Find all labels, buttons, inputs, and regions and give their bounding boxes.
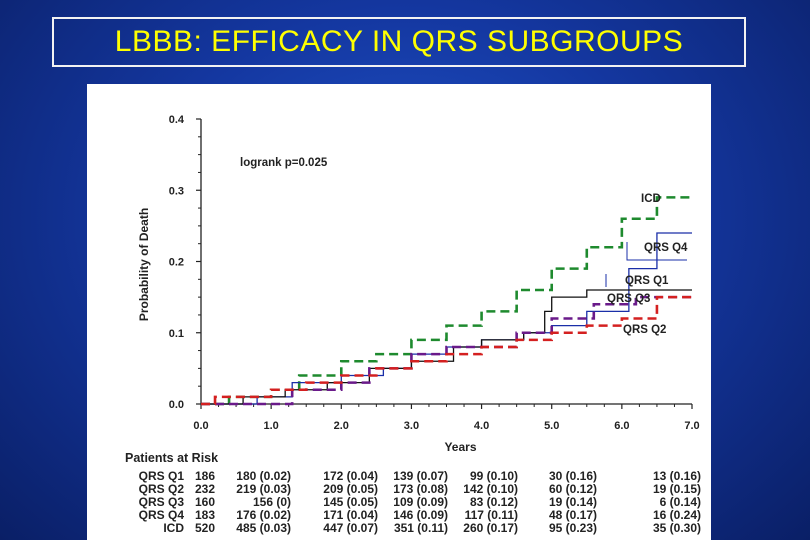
risk-row-name: QRS Q4 [138,508,184,522]
risk-cell: 16 (0.24) [652,508,701,522]
risk-cell: 19 (0.15) [652,482,701,496]
chart-panel: 0.0 0.1 0.2 0.3 0.4 0.0 1.0 2.0 3.0 4.0 5.0 6.0 7.0 Y… [87,84,711,540]
y-tick-label: 0.1 [169,328,184,340]
x-tick-label: 2.0 [334,420,349,432]
y-tick-label: 0.2 [169,257,184,269]
series-label-qrs-q1: QRS Q1 [625,275,669,287]
km-chart: 0.0 0.1 0.2 0.3 0.4 0.0 1.0 2.0 3.0 4.0 5.0 6.0 7.0 Y… [137,114,700,454]
series-line-qrs-q3 [201,295,692,406]
risk-cell: 186 [194,469,215,483]
risk-cell: 13 (0.16) [652,469,701,483]
risk-cell: 60 (0.12) [548,482,597,496]
risk-cell: 109 (0.09) [393,495,448,509]
risk-cell: 260 (0.17) [463,521,518,535]
x-tick-label: 5.0 [544,420,559,432]
series-label-qrs-q3: QRS Q3 [607,293,650,305]
risk-cell: 19 (0.14) [548,495,597,509]
risk-cell: 156 (0) [252,495,291,509]
risk-row-name: QRS Q2 [138,482,184,496]
x-tick-label: 6.0 [614,420,629,432]
risk-cell: 172 (0.04) [323,469,378,483]
risk-cell: 139 (0.07) [393,469,448,483]
risk-cell: 83 (0.12) [469,495,518,509]
risk-cell: 35 (0.30) [652,521,701,535]
risk-cell: 209 (0.05) [323,482,378,496]
risk-cell: 183 [194,508,215,522]
risk-cell: 145 (0.05) [323,495,378,509]
x-axis-label: Years [444,440,476,454]
y-tick-label: 0.4 [169,114,185,126]
risk-cell: 447 (0.07) [323,521,378,535]
risk-cell: 117 (0.11) [464,508,518,522]
risk-cell: 351 (0.11) [393,521,448,535]
risk-table-title: Patients at Risk [125,451,219,465]
risk-cell: 171 (0.04) [323,508,378,522]
risk-cell: 146 (0.09) [393,508,448,522]
risk-cell: 176 (0.02) [236,508,291,522]
series-label-qrs-q2: QRS Q2 [623,324,666,336]
series-label-qrs-q4: QRS Q4 [644,242,688,254]
risk-row-name: QRS Q1 [138,469,184,483]
y-tick-label: 0.0 [169,399,184,411]
risk-row-name: ICD [163,521,184,535]
risk-cell: 520 [194,521,215,535]
risk-cell: 180 (0.02) [236,469,291,483]
logrank-annotation: logrank p=0.025 [240,157,328,169]
risk-cell: 95 (0.23) [548,521,597,535]
y-axis-label: Probability of Death [137,208,151,321]
risk-cell: 142 (0.10) [463,482,518,496]
q4-leader-line [626,242,687,261]
risk-cell: 173 (0.08) [393,482,448,496]
slide-title: LBBB: EFFICACY IN QRS SUBGROUPS [114,25,684,58]
x-tick-label: 4.0 [474,420,489,432]
risk-cell: 99 (0.10) [469,469,518,483]
series-line-qrs-q2 [201,295,692,406]
slide-title-box: LBBB: EFFICACY IN QRS SUBGROUPS [52,17,746,67]
series-label-icd: ICD [641,193,661,205]
risk-cell: 30 (0.16) [548,469,597,483]
risk-cell: 6 (0.14) [659,495,701,509]
risk-table: Patients at Risk QRS Q1 186 180 (0.02) 172 … [87,84,711,540]
y-tick-label: 0.3 [169,185,184,197]
risk-cell: 219 (0.03) [236,482,291,496]
x-tick-label: 0.0 [193,420,208,432]
risk-cell: 232 [194,482,215,496]
risk-cell: 485 (0.03) [236,521,291,535]
risk-row-name: QRS Q3 [138,495,184,509]
x-tick-label: 7.0 [684,420,699,432]
risk-cell: 160 [194,495,215,509]
x-tick-label: 3.0 [404,420,419,432]
risk-cell: 48 (0.17) [548,508,597,522]
x-tick-label: 1.0 [263,420,278,432]
